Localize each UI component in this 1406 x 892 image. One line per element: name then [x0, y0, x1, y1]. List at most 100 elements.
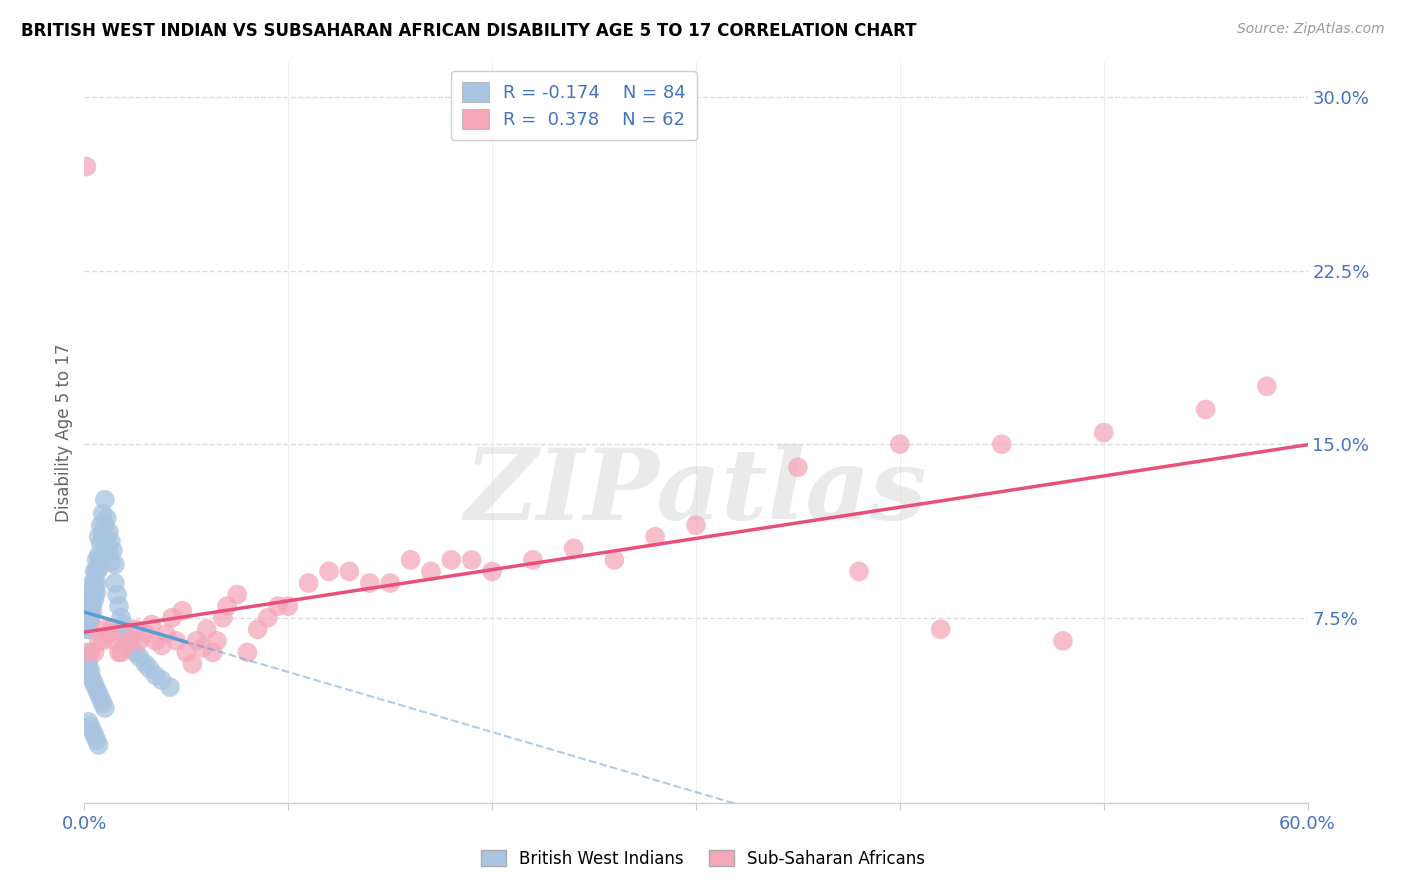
Point	[1092, 425, 1115, 440]
Point	[145, 668, 167, 682]
Point	[114, 627, 136, 641]
Point	[105, 588, 128, 602]
Point	[79, 645, 101, 659]
Point	[77, 655, 100, 669]
Legend: R = -0.174    N = 84, R =  0.378    N = 62: R = -0.174 N = 84, R = 0.378 N = 62	[451, 71, 696, 140]
Point	[104, 558, 127, 572]
Point	[86, 576, 108, 591]
Point	[461, 553, 484, 567]
Point	[100, 534, 122, 549]
Point	[108, 599, 131, 614]
Point	[380, 576, 402, 591]
Point	[110, 645, 132, 659]
Point	[97, 627, 120, 641]
Point	[87, 687, 110, 701]
Point	[191, 640, 214, 655]
Point	[87, 633, 110, 648]
Point	[87, 738, 110, 752]
Point	[93, 541, 115, 556]
Point	[75, 617, 97, 632]
Point	[298, 576, 321, 591]
Point	[77, 617, 100, 632]
Point	[79, 611, 101, 625]
Point	[181, 657, 204, 671]
Point	[201, 645, 224, 659]
Point	[160, 611, 183, 625]
Point	[75, 645, 97, 659]
Point	[86, 585, 108, 599]
Point	[787, 460, 810, 475]
Point	[848, 565, 870, 579]
Point	[93, 622, 115, 636]
Point	[93, 518, 115, 533]
Point	[77, 608, 100, 623]
Point	[100, 622, 122, 636]
Point	[82, 724, 104, 739]
Point	[440, 553, 463, 567]
Point	[90, 536, 112, 550]
Point	[79, 615, 101, 630]
Point	[77, 659, 100, 673]
Point	[226, 588, 249, 602]
Point	[118, 633, 141, 648]
Point	[77, 604, 100, 618]
Point	[97, 525, 120, 540]
Point	[83, 678, 105, 692]
Point	[75, 608, 97, 623]
Point	[77, 622, 100, 636]
Point	[212, 611, 235, 625]
Point	[128, 633, 150, 648]
Point	[91, 633, 114, 648]
Point	[889, 437, 911, 451]
Point	[90, 691, 112, 706]
Point	[644, 530, 666, 544]
Y-axis label: Disability Age 5 to 17: Disability Age 5 to 17	[55, 343, 73, 522]
Point	[75, 650, 97, 665]
Point	[128, 650, 150, 665]
Point	[91, 507, 114, 521]
Point	[135, 657, 157, 671]
Point	[79, 719, 101, 733]
Point	[77, 599, 100, 614]
Point	[929, 622, 952, 636]
Point	[110, 611, 132, 625]
Point	[685, 518, 707, 533]
Point	[97, 546, 120, 560]
Point	[82, 576, 104, 591]
Point	[124, 645, 146, 659]
Point	[359, 576, 381, 591]
Text: Source: ZipAtlas.com: Source: ZipAtlas.com	[1237, 22, 1385, 37]
Point	[420, 565, 443, 579]
Point	[82, 597, 104, 611]
Point	[141, 617, 163, 632]
Point	[86, 565, 108, 579]
Point	[87, 548, 110, 562]
Point	[145, 633, 167, 648]
Point	[96, 534, 118, 549]
Point	[101, 543, 124, 558]
Point	[90, 553, 112, 567]
Point	[77, 594, 100, 608]
Point	[79, 592, 101, 607]
Point	[174, 645, 197, 659]
Point	[1256, 379, 1278, 393]
Point	[79, 664, 101, 678]
Point	[257, 611, 280, 625]
Point	[104, 633, 127, 648]
Point	[318, 565, 340, 579]
Point	[86, 733, 108, 747]
Point	[91, 696, 114, 710]
Point	[172, 604, 194, 618]
Point	[114, 639, 136, 653]
Legend: British West Indians, Sub-Saharan Africans: British West Indians, Sub-Saharan Africa…	[474, 844, 932, 875]
Point	[90, 518, 112, 533]
Point	[75, 613, 97, 627]
Point	[83, 576, 105, 591]
Point	[77, 613, 100, 627]
Point	[100, 555, 122, 569]
Point	[112, 617, 135, 632]
Point	[83, 645, 105, 659]
Point	[522, 553, 544, 567]
Point	[83, 565, 105, 579]
Point	[236, 645, 259, 659]
